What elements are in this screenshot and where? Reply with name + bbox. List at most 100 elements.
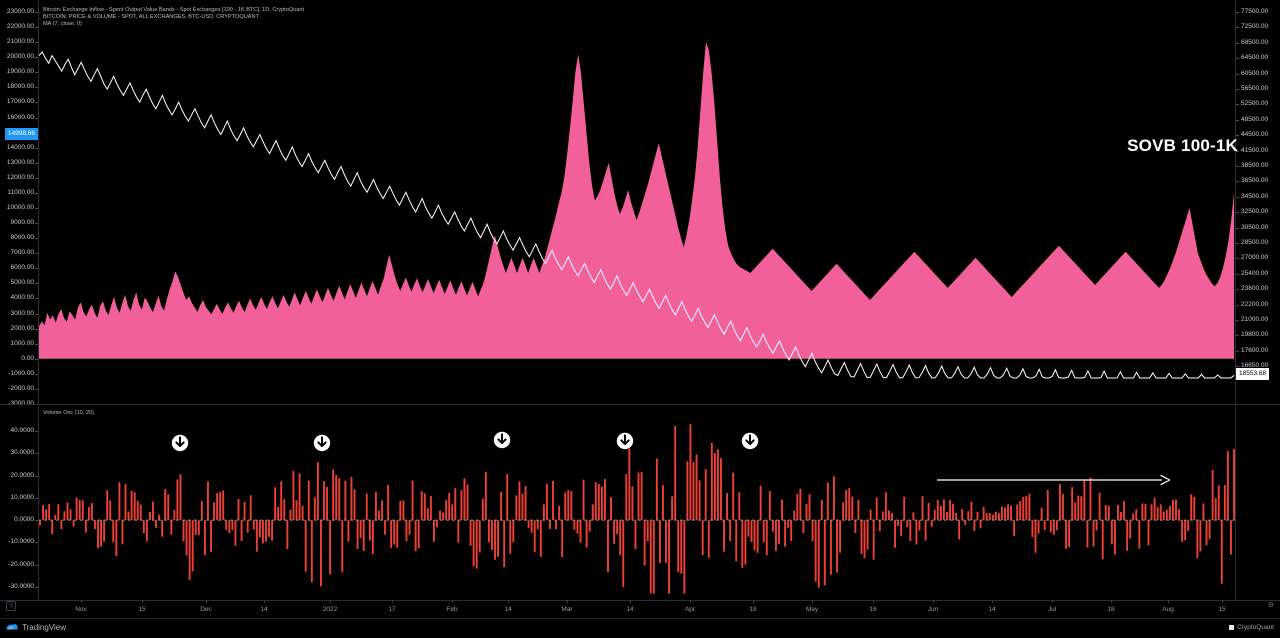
volosc-bar bbox=[906, 520, 909, 528]
axis-tick-label: 3000.00 bbox=[10, 309, 35, 317]
axis-tick-mark bbox=[35, 373, 38, 375]
axis-tick-mark bbox=[1236, 212, 1239, 214]
volosc-bar bbox=[1211, 469, 1214, 521]
volosc-bar bbox=[225, 520, 228, 530]
volosc-bar bbox=[429, 495, 432, 521]
volosc-bar bbox=[445, 499, 448, 521]
pane-divider[interactable] bbox=[0, 404, 1280, 405]
volosc-bar bbox=[570, 491, 573, 521]
axis-tick-label: 8000.00 bbox=[10, 234, 35, 242]
axis-tick-label: 10.0000 bbox=[10, 493, 35, 501]
axis-tick-mark bbox=[35, 431, 38, 433]
main-left-price-axis[interactable]: 23000.00 22000.00 21000.00 20000.00 19000.00… bbox=[0, 0, 38, 407]
axis-tick-mark bbox=[35, 102, 38, 104]
volosc-bar bbox=[368, 520, 371, 541]
volosc-bar bbox=[84, 520, 87, 533]
volosc-bar bbox=[942, 499, 945, 521]
time-axis-tick-label: May bbox=[805, 606, 819, 613]
volosc-bar bbox=[307, 480, 310, 521]
volosc-bar bbox=[304, 520, 307, 572]
volosc-bar bbox=[732, 472, 735, 521]
volosc-bar bbox=[94, 520, 96, 530]
price-line-series bbox=[39, 52, 1234, 378]
volume-oscillator-pane[interactable]: 40.0000 30.0000 20.0000 10.0000 0.0000 -10.00… bbox=[0, 406, 1280, 600]
axis-tick-mark bbox=[35, 586, 38, 588]
volosc-bar bbox=[384, 520, 387, 535]
volosc-bar bbox=[759, 485, 762, 521]
time-axis-tick-label: Apr bbox=[684, 606, 696, 613]
axis-tick-mark bbox=[35, 42, 38, 44]
volosc-plot-area[interactable] bbox=[38, 406, 1236, 600]
axis-tick-label: 22200.00 bbox=[1241, 300, 1269, 308]
volosc-bar bbox=[753, 520, 756, 551]
volosc-bar bbox=[1007, 504, 1009, 521]
settings-icon[interactable]: ⚙ bbox=[1267, 602, 1274, 609]
volosc-bar bbox=[637, 472, 640, 521]
axis-tick-mark bbox=[35, 147, 38, 149]
volosc-bar bbox=[946, 511, 948, 521]
axis-tick-mark bbox=[35, 358, 38, 360]
volosc-bar bbox=[1046, 489, 1049, 521]
tradingview-logo[interactable]: TradingView bbox=[6, 623, 66, 632]
volosc-right-axis-divider bbox=[1235, 406, 1236, 600]
axis-tick-label: 6000.00 bbox=[10, 264, 35, 272]
volosc-bar bbox=[787, 520, 790, 528]
volosc-bar bbox=[851, 496, 854, 521]
help-button[interactable]: ? bbox=[6, 601, 16, 611]
volosc-bar bbox=[423, 493, 426, 521]
volosc-bar bbox=[820, 499, 823, 521]
volosc-bar bbox=[45, 509, 48, 521]
volosc-bar bbox=[897, 520, 900, 527]
main-right-price-axis[interactable]: 77500.00 72500.00 68500.00 64500.00 60500.00… bbox=[1236, 0, 1280, 404]
volosc-bar bbox=[484, 471, 487, 521]
volosc-bar bbox=[1004, 507, 1006, 521]
volosc-bar bbox=[558, 505, 561, 521]
volosc-bar bbox=[310, 520, 313, 583]
axis-tick-label: 18000.00 bbox=[6, 83, 34, 91]
volosc-bar bbox=[1150, 504, 1153, 521]
time-axis[interactable]: Nov 15 Dec 14 2022 17 Feb 14 Mar 14 Apr 18 May 16 Jun 1… bbox=[0, 600, 1280, 618]
volosc-bar bbox=[51, 520, 54, 535]
volosc-bar bbox=[903, 496, 906, 521]
volosc-bar bbox=[591, 504, 594, 521]
volosc-bar bbox=[78, 499, 81, 521]
time-axis-tick-label: 15 bbox=[138, 606, 146, 613]
volosc-bar bbox=[338, 478, 341, 521]
volosc-pane-legend[interactable]: Volume Osc (10, 20) bbox=[43, 410, 94, 417]
volosc-bar bbox=[1095, 520, 1098, 531]
axis-tick-label: 5000.00 bbox=[10, 279, 35, 287]
main-plot-area[interactable] bbox=[38, 0, 1236, 404]
volosc-bar bbox=[625, 474, 628, 521]
time-axis-tick-label: 14 bbox=[260, 606, 268, 613]
volosc-bar bbox=[1190, 494, 1193, 521]
axis-tick-label: 19000.00 bbox=[6, 68, 34, 76]
volosc-bar bbox=[1202, 503, 1205, 521]
volosc-bar bbox=[295, 500, 298, 521]
volosc-bar bbox=[756, 520, 759, 553]
volosc-bar bbox=[967, 511, 970, 521]
axis-tick-mark bbox=[1236, 104, 1239, 106]
main-price-pane[interactable]: 23000.00 22000.00 21000.00 20000.00 19000.00… bbox=[0, 0, 1280, 407]
volosc-bar bbox=[112, 520, 115, 543]
volosc-bar bbox=[197, 520, 200, 536]
axis-tick-label: 21000.00 bbox=[6, 38, 34, 46]
volosc-bar bbox=[735, 520, 738, 562]
volosc-bar bbox=[1129, 520, 1132, 539]
volosc-bar bbox=[539, 520, 542, 557]
volosc-bar bbox=[320, 520, 322, 587]
main-pane-legend[interactable]: Bitcoin: Exchange Inflow - Spent Output … bbox=[43, 7, 304, 29]
volosc-bar bbox=[329, 520, 332, 575]
volosc-bar bbox=[860, 520, 863, 554]
volosc-bar bbox=[497, 520, 499, 557]
volosc-bar bbox=[1208, 520, 1211, 540]
axis-tick-mark bbox=[35, 238, 38, 240]
time-axis-tick-label: 16 bbox=[869, 606, 877, 613]
axis-tick-mark bbox=[35, 298, 38, 300]
axis-tick-label: 2000.00 bbox=[10, 324, 35, 332]
volosc-bar bbox=[723, 520, 725, 552]
axis-tick-label: 17000.00 bbox=[6, 98, 34, 106]
volosc-bar bbox=[677, 520, 680, 573]
volosc-bar bbox=[1123, 501, 1126, 521]
volosc-bar bbox=[130, 490, 133, 521]
volosc-left-axis[interactable]: 40.0000 30.0000 20.0000 10.0000 0.0000 -10.00… bbox=[0, 406, 38, 600]
